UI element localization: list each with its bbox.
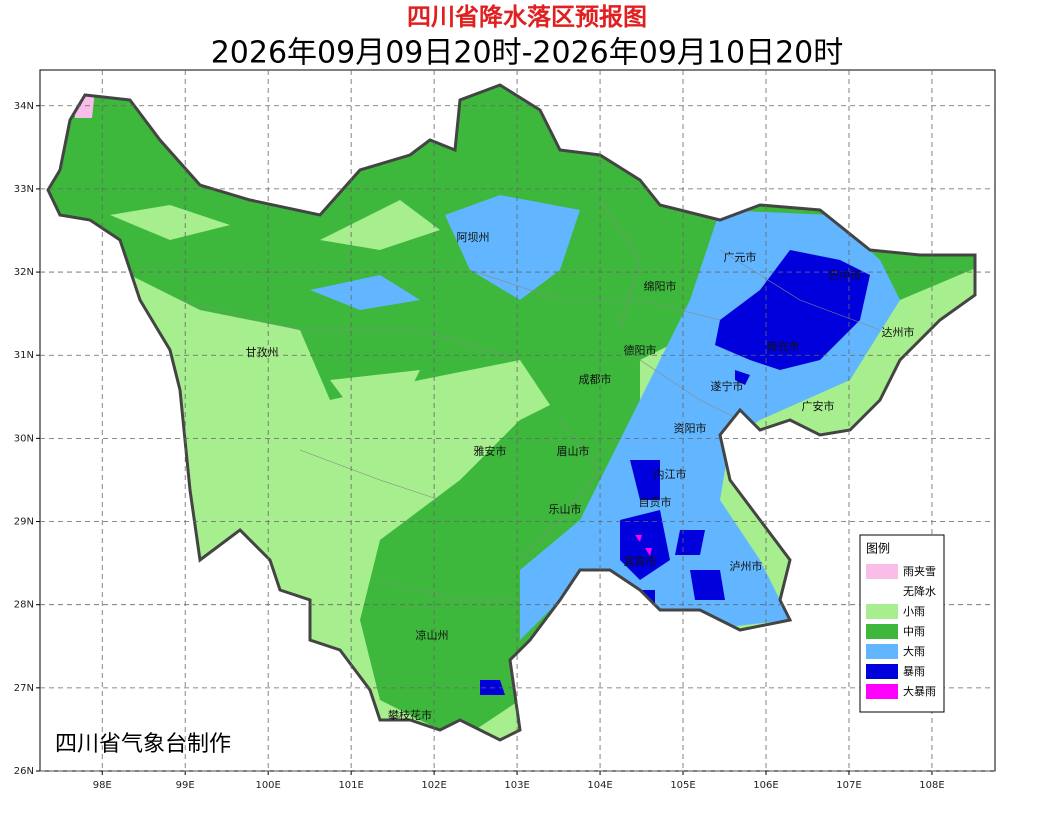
x-tick-label: 105E	[670, 780, 695, 791]
x-tick-label: 104E	[587, 780, 612, 791]
x-tick-label: 99E	[176, 780, 195, 791]
city-label: 自贡市	[639, 495, 672, 509]
legend-label: 无降水	[903, 584, 936, 598]
city-label: 巴中市	[829, 268, 862, 282]
city-label: 南充市	[767, 339, 800, 353]
credit: 四川省气象台制作	[55, 732, 231, 757]
city-label: 内江市	[654, 467, 687, 481]
city-label: 达州市	[882, 325, 915, 339]
city-label: 凉山州	[416, 628, 449, 642]
city-label: 阿坝州	[457, 230, 490, 244]
city-label: 攀枝花市	[388, 708, 432, 722]
city-label: 德阳市	[624, 343, 657, 357]
moderate-rain-area	[360, 360, 640, 740]
y-tick-label: 28N	[14, 600, 34, 611]
city-label: 绵阳市	[644, 279, 677, 293]
city-label: 乐山市	[549, 502, 582, 516]
city-label: 广安市	[802, 399, 835, 413]
x-tick-label: 100E	[255, 780, 280, 791]
y-tick-label: 30N	[14, 433, 34, 444]
heavy-rain-area	[310, 195, 580, 310]
legend-title: 图例	[866, 542, 890, 556]
y-tick-label: 34N	[14, 101, 34, 112]
y-tick-label: 32N	[14, 267, 34, 278]
subtitle: 2026年09月09日20时-2026年09月10日20时	[211, 36, 844, 71]
legend-swatch	[866, 644, 898, 659]
y-tick-label: 29N	[14, 517, 34, 528]
x-tick-label: 103E	[504, 780, 529, 791]
x-tick-label: 102E	[421, 780, 446, 791]
y-tick-label: 33N	[14, 184, 34, 195]
title: 四川省降水落区预报图	[407, 3, 647, 31]
legend-swatch	[866, 624, 898, 639]
city-label: 遂宁市	[711, 379, 744, 393]
legend-swatch	[866, 604, 898, 619]
legend-label: 暴雨	[903, 665, 925, 678]
city-label: 甘孜州	[246, 345, 279, 359]
x-tick-label: 106E	[753, 780, 778, 791]
city-label: 雅安市	[474, 444, 507, 458]
graticule: 98E 99E 100E 101E 102E 103E 104E 105E 106E 107E 10…	[14, 70, 995, 791]
city-label: 眉山市	[557, 444, 590, 458]
y-tick-label: 26N	[14, 766, 34, 777]
legend-label: 小雨	[903, 605, 925, 618]
legend-swatch	[866, 684, 898, 699]
city-label: 成都市	[579, 372, 612, 386]
x-tick-label: 107E	[836, 780, 861, 791]
x-tick-label: 108E	[919, 780, 944, 791]
legend-label: 大暴雨	[903, 684, 936, 698]
x-tick-label: 101E	[338, 780, 363, 791]
heavy-rainstorm-area	[635, 535, 652, 556]
legend-label: 雨夹雪	[903, 565, 936, 578]
x-tick-label: 98E	[93, 780, 112, 791]
city-label: 宜宾市	[624, 554, 657, 568]
city-label: 泸州市	[730, 559, 763, 573]
y-tick-label: 27N	[14, 683, 34, 694]
legend-swatch	[866, 664, 898, 679]
y-tick-label: 31N	[14, 350, 34, 361]
legend-swatch	[866, 584, 898, 599]
light-rain-area	[110, 200, 440, 420]
legend-label: 中雨	[903, 625, 925, 638]
rainstorm-area	[480, 250, 870, 695]
legend-swatch	[866, 564, 898, 579]
legend-label: 大雨	[903, 644, 925, 658]
city-label: 广元市	[724, 250, 757, 264]
city-label: 资阳市	[674, 421, 707, 435]
